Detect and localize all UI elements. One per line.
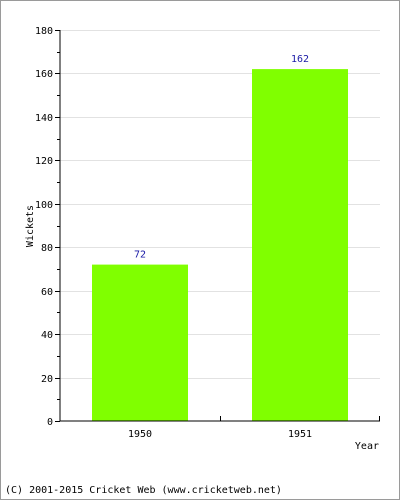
bar-1950	[92, 264, 188, 421]
y-tick-label: 100	[35, 200, 53, 211]
data-label-1951: 162	[291, 54, 309, 65]
y-axis-title: Wickets	[25, 205, 36, 247]
y-ticks: 0 20 40 60 80 100 120 140 160 180	[35, 26, 60, 428]
x-tick-label-1950: 1950	[128, 429, 152, 440]
data-label-1950: 72	[134, 250, 146, 261]
x-ticks: 1950 1951	[128, 416, 380, 440]
y-tick-label: 160	[35, 69, 53, 80]
bars	[92, 69, 348, 421]
copyright-footer: (C) 2001-2015 Cricket Web (www.cricketwe…	[5, 485, 282, 496]
y-tick-label: 0	[47, 417, 53, 428]
y-tick-label: 40	[41, 330, 53, 341]
x-tick-label-1951: 1951	[288, 429, 312, 440]
y-tick-label: 120	[35, 156, 53, 167]
y-tick-label: 140	[35, 113, 53, 124]
bar-1951	[252, 69, 348, 421]
x-axis-title: Year	[355, 441, 379, 452]
value-labels: 72 162	[134, 54, 309, 261]
y-tick-label: 20	[41, 374, 53, 385]
y-tick-label: 60	[41, 287, 53, 298]
y-tick-label: 180	[35, 26, 53, 37]
y-tick-label: 80	[41, 243, 53, 254]
